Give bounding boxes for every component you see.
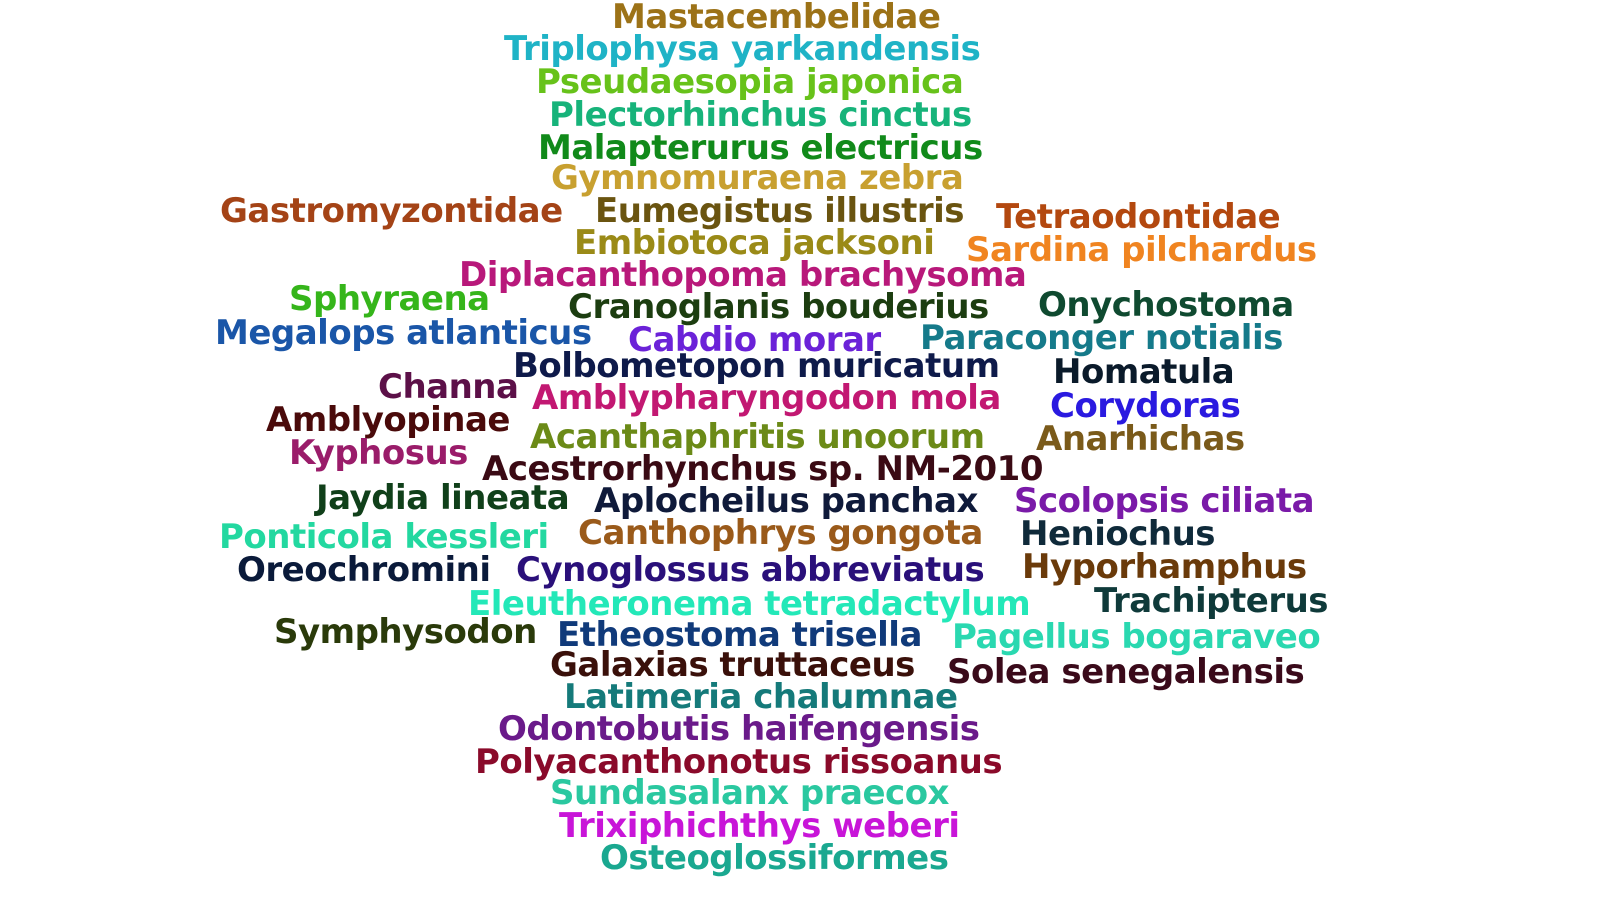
word: Sardina pilchardus [966,230,1317,270]
word: Kyphosus [289,433,468,473]
word: Solea senegalensis [947,652,1305,692]
word: Canthophrys gongota [578,513,983,553]
word: Odontobutis haifengensis [498,709,980,749]
word: Onychostoma [1038,285,1294,325]
word: Heniochus [1020,514,1216,554]
word: Tetraodontidae [996,197,1281,237]
word: Etheostoma trisella [557,615,922,655]
word: Hyporhamphus [1022,547,1307,587]
word: Symphysodon [274,612,537,652]
word: Acestrorhynchus sp. NM-2010 [482,449,1043,489]
word: Oreochromini [237,550,491,590]
word: Trixiphichthys weberi [559,806,960,846]
word: Sundasalanx praecox [550,773,949,813]
word: Malapterurus electricus [538,128,983,168]
word: Gastromyzontidae [220,191,563,231]
word: Triplophysa yarkandensis [504,29,981,69]
word: Pseudaesopia japonica [536,62,964,102]
word: Embiotoca jacksoni [574,223,935,263]
word: Megalops atlanticus [215,313,592,353]
word: Trachipterus [1094,581,1329,621]
word: Cranoglanis bouderius [568,287,989,327]
word: Plectorhinchus cinctus [549,95,972,135]
word: Corydoras [1050,386,1241,426]
word: Anarhichas [1036,419,1245,459]
word: Diplacanthopoma brachysoma [459,255,1027,295]
word: Osteoglossiformes [600,838,949,878]
word: Galaxias truttaceus [550,645,915,685]
word: Acanthaphritis unoorum [530,417,985,457]
word: Jaydia lineata [316,478,570,518]
word: Paraconger notialis [920,318,1283,358]
word: Cabdio morar [628,320,881,360]
word: Amblypharyngodon mola [532,378,1001,418]
word: Latimeria chalumnae [564,677,958,717]
word: Sphyraena [289,279,490,319]
word: Channa [378,367,519,407]
word: Pagellus bogaraveo [952,617,1321,657]
word: Polyacanthonotus rissoanus [475,742,1003,782]
word: Bolbometopon muricatum [513,346,1000,386]
word: Aplocheilus panchax [594,481,978,521]
word: Mastacembelidae [612,0,941,37]
word: Amblyopinae [266,400,510,440]
word: Eumegistus illustris [595,191,965,231]
word: Eleutheronema tetradactylum [468,584,1031,624]
word: Ponticola kessleri [219,517,549,557]
word: Homatula [1053,352,1235,392]
word: Cynoglossus abbreviatus [516,550,985,590]
word: Gymnomuraena zebra [551,158,964,198]
word: Scolopsis ciliata [1014,481,1315,521]
